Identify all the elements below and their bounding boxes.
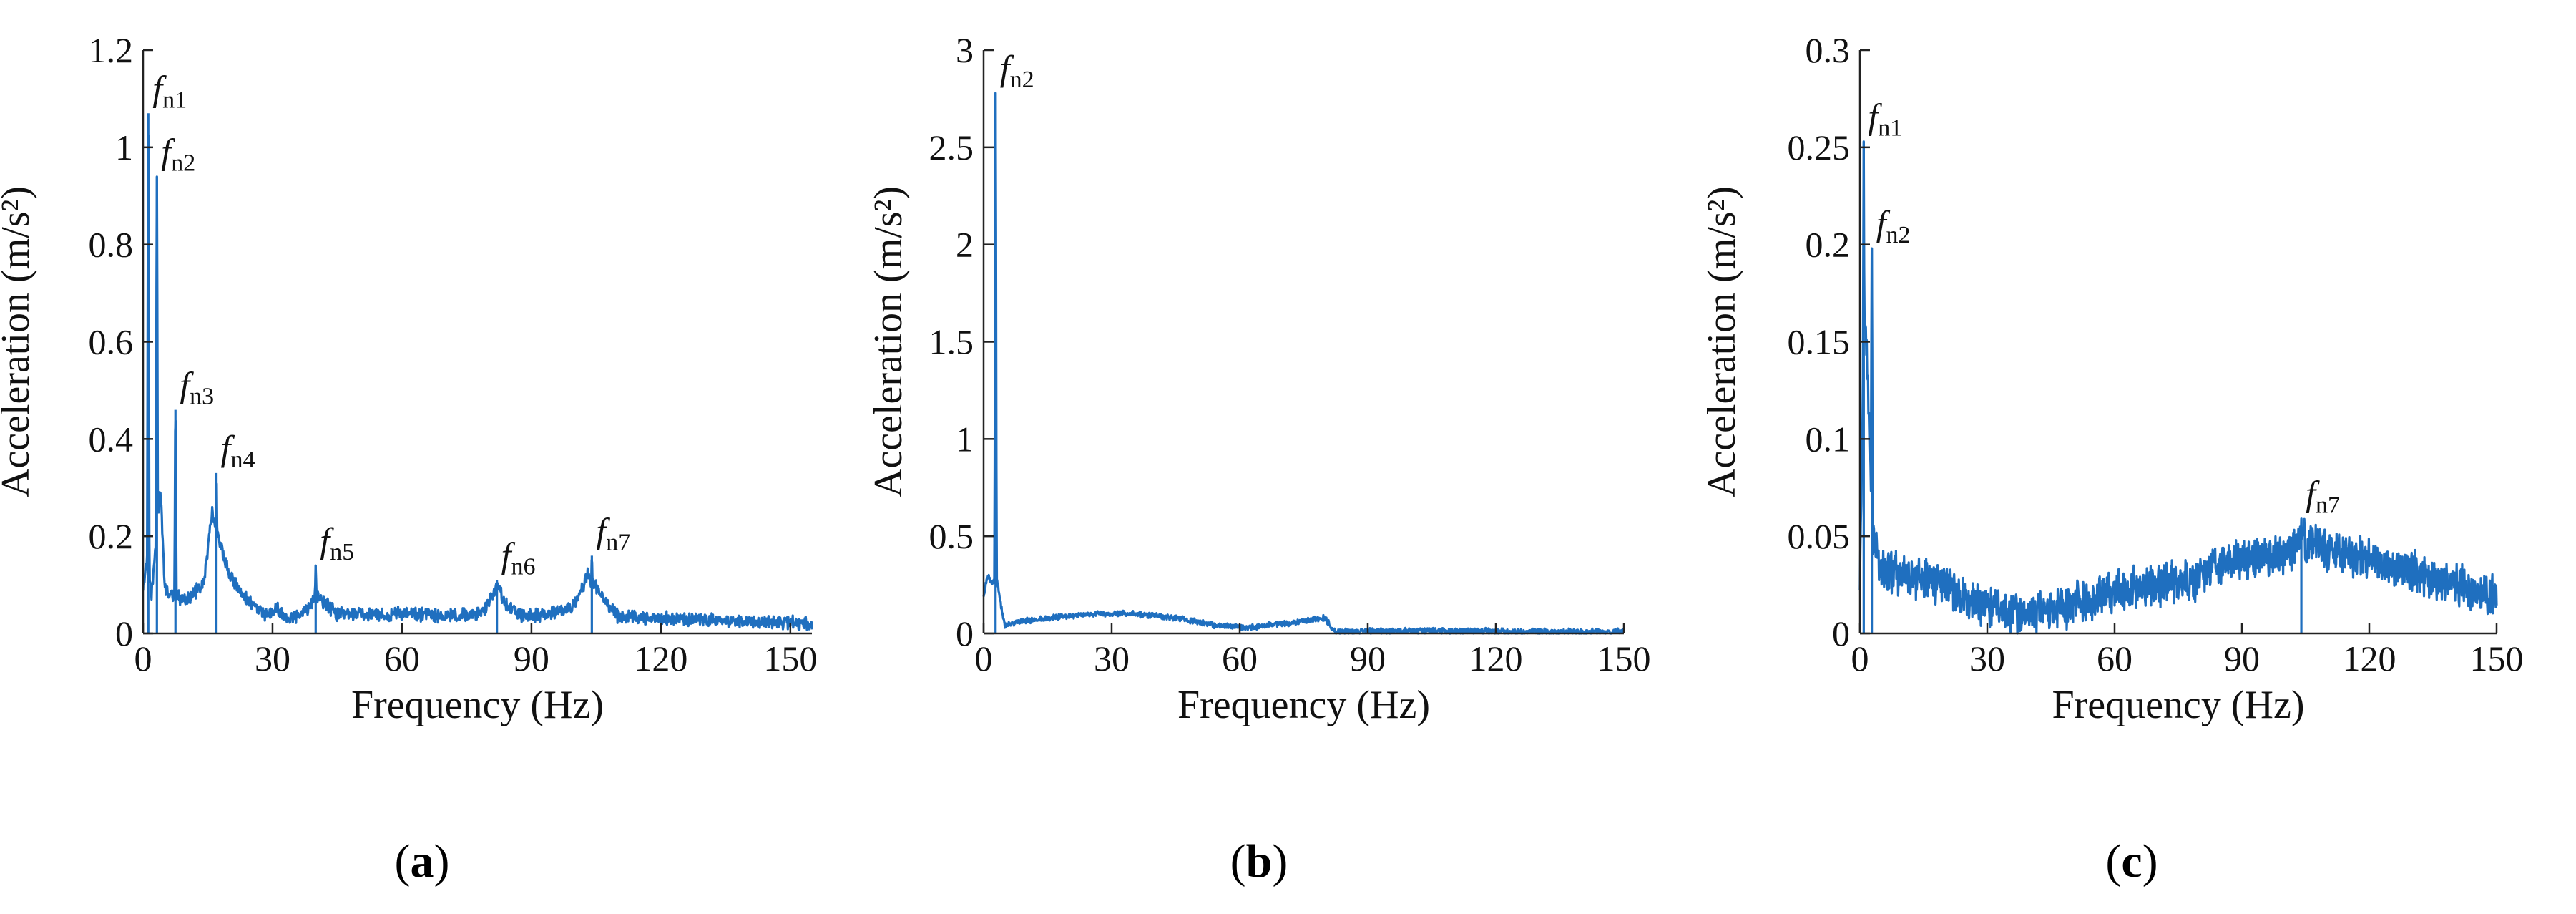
peak-annotation: fn2	[1876, 203, 1911, 248]
y-tick-label: 1	[115, 127, 133, 167]
y-tick-label: 0.05	[1788, 516, 1851, 556]
peak-subscript: n2	[1010, 67, 1034, 93]
x-tick-label: 150	[1597, 638, 1651, 679]
peak-annotation: fn1	[1868, 97, 1902, 142]
x-tick-label: 0	[1851, 638, 1869, 679]
series-line	[142, 135, 813, 631]
panel-label-c: (c)	[2105, 835, 2158, 888]
peak-subscript: n7	[606, 529, 630, 555]
x-tick-label: 90	[1350, 638, 1386, 679]
peak-annotation: fn4	[221, 428, 255, 473]
peak-annotation: fn7	[2306, 474, 2340, 519]
y-axis-label: Acceleration (m/s²)	[0, 186, 38, 497]
y-tick-label: 0.25	[1788, 127, 1851, 167]
x-tick-label: 120	[2343, 638, 2396, 679]
y-tick-label: 0.8	[89, 225, 134, 265]
x-tick-label: 0	[975, 638, 993, 679]
y-tick-label: 2.5	[929, 127, 974, 167]
peak-annotation: fn2	[1000, 48, 1034, 93]
y-tick-label: 0.6	[89, 322, 134, 362]
x-axis-label: Frequency (Hz)	[2052, 683, 2305, 727]
y-axis-label: Acceleration (m/s²)	[866, 186, 911, 497]
y-tick-label: 0.4	[89, 419, 134, 459]
x-tick-label: 30	[255, 638, 290, 679]
y-tick-label: 1	[956, 419, 974, 459]
y-axis-label: Acceleration (m/s²)	[1700, 186, 1744, 497]
peak-subscript: n1	[1878, 115, 1902, 142]
y-tick-label: 0	[1832, 613, 1850, 653]
series-line	[982, 92, 1625, 635]
y-tick-label: 0	[956, 613, 974, 653]
y-tick-label: 0.3	[1806, 30, 1851, 70]
y-tick-label: 0.2	[89, 516, 134, 556]
peak-subscript: n1	[162, 87, 187, 113]
peak-annotation: fn7	[596, 510, 630, 555]
peak-subscript: n7	[2316, 492, 2340, 519]
peak-annotation: fn2	[161, 132, 195, 177]
chart-panel-c: 0 30 60 90 120 150 0 0.05 0.1 0.15 0.2 0.25 0.3 Frequ…	[1700, 30, 2524, 727]
x-tick-label: 30	[1094, 638, 1130, 679]
x-tick-label: 60	[1222, 638, 1258, 679]
chart-panel-b: 0 30 60 90 120 150 0 0.5 1 1.5 2 2.5 3 Frequency (Hz)…	[866, 30, 1651, 727]
y-tick-label: 2	[956, 225, 974, 265]
x-tick-label: 60	[384, 638, 420, 679]
peak-subscript: n6	[511, 553, 536, 580]
y-tick-label: 1.2	[89, 30, 134, 70]
x-tick-label: 0	[134, 638, 152, 679]
x-tick-label: 150	[2470, 638, 2524, 679]
x-tick-label: 90	[514, 638, 549, 679]
x-tick-label: 120	[634, 638, 687, 679]
y-tick-label: 1.5	[929, 322, 974, 362]
peak-subscript: n4	[230, 447, 255, 473]
peak-annotation: fn5	[320, 520, 354, 565]
peak-subscript: n2	[171, 150, 195, 177]
peak-annotation: fn6	[501, 535, 536, 580]
panel-label-b: (b)	[1230, 835, 1288, 888]
peak-subscript: n3	[190, 384, 214, 410]
peak-annotation: fn1	[152, 68, 187, 113]
peak-subscript: n5	[330, 539, 354, 565]
x-axis-label: Frequency (Hz)	[351, 683, 604, 727]
x-tick-label: 120	[1469, 638, 1523, 679]
y-tick-label: 0.1	[1806, 419, 1851, 459]
panel-label-a: (a)	[395, 835, 450, 888]
y-tick-label: 0.5	[929, 516, 974, 556]
x-tick-label: 60	[2097, 638, 2132, 679]
y-tick-label: 0.15	[1788, 322, 1851, 362]
series-line	[1858, 140, 2498, 635]
y-tick-label: 0	[115, 613, 133, 653]
x-tick-label: 30	[1969, 638, 2005, 679]
x-axis-label: Frequency (Hz)	[1177, 683, 1430, 727]
x-tick-label: 150	[763, 638, 817, 679]
peak-subscript: n2	[1886, 222, 1911, 248]
y-tick-label: 0.2	[1806, 225, 1851, 265]
y-tick-label: 3	[956, 30, 974, 70]
peak-annotation: fn3	[180, 365, 214, 410]
x-tick-label: 90	[2224, 638, 2260, 679]
chart-panel-a: 0 30 60 90 120 150 0 0.2 0.4 0.6 0.8 1 1.2 Frequency …	[0, 30, 817, 727]
